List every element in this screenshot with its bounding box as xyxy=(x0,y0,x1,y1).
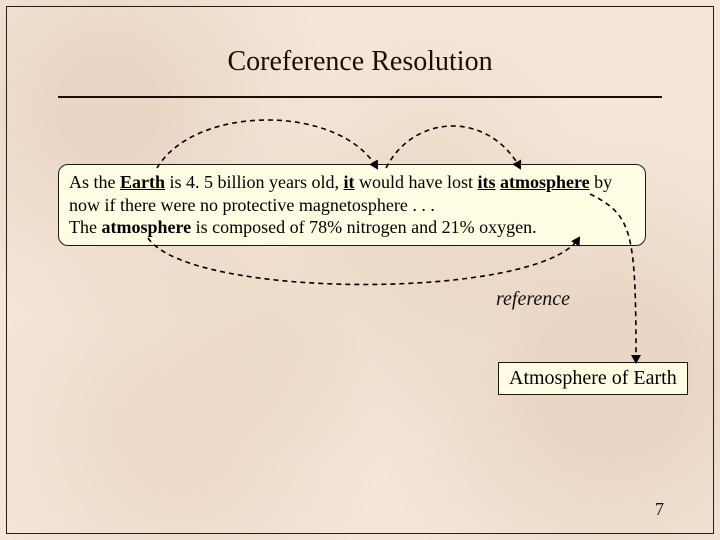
sentence-text: As the Earth is 4. 5 billion years old, … xyxy=(69,172,612,237)
reference-label: reference xyxy=(496,288,570,311)
entity-box: Atmosphere of Earth xyxy=(498,362,688,395)
page-number: 7 xyxy=(655,499,664,520)
slide-title: Coreference Resolution xyxy=(0,46,720,78)
entity-label: Atmosphere of Earth xyxy=(509,367,677,389)
example-sentence-box: As the Earth is 4. 5 billion years old, … xyxy=(58,164,646,246)
slide-frame xyxy=(6,6,714,534)
title-rule xyxy=(58,96,662,98)
